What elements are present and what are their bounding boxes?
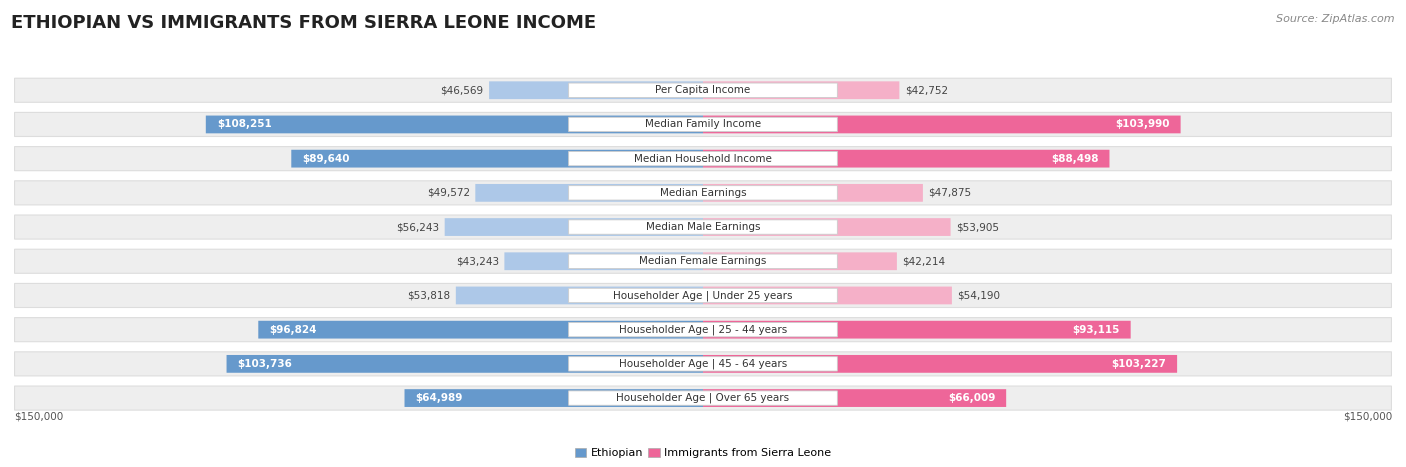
FancyBboxPatch shape	[703, 115, 1181, 134]
Text: Source: ZipAtlas.com: Source: ZipAtlas.com	[1277, 14, 1395, 24]
Text: Per Capita Income: Per Capita Income	[655, 85, 751, 95]
FancyBboxPatch shape	[703, 355, 1177, 373]
Text: Householder Age | Under 25 years: Householder Age | Under 25 years	[613, 290, 793, 301]
FancyBboxPatch shape	[703, 287, 952, 304]
FancyBboxPatch shape	[14, 283, 1392, 307]
FancyBboxPatch shape	[568, 391, 838, 405]
Text: $108,251: $108,251	[217, 120, 271, 129]
FancyBboxPatch shape	[489, 81, 703, 99]
Text: Householder Age | Over 65 years: Householder Age | Over 65 years	[616, 393, 790, 403]
FancyBboxPatch shape	[14, 318, 1392, 342]
FancyBboxPatch shape	[568, 254, 838, 269]
Text: Median Family Income: Median Family Income	[645, 120, 761, 129]
Text: Median Earnings: Median Earnings	[659, 188, 747, 198]
FancyBboxPatch shape	[14, 249, 1392, 273]
Text: $46,569: $46,569	[440, 85, 484, 95]
Text: $53,818: $53,818	[408, 290, 450, 300]
FancyBboxPatch shape	[475, 184, 703, 202]
FancyBboxPatch shape	[444, 218, 703, 236]
FancyBboxPatch shape	[14, 78, 1392, 102]
Text: $42,214: $42,214	[903, 256, 945, 266]
Text: $103,736: $103,736	[238, 359, 292, 369]
FancyBboxPatch shape	[703, 389, 1007, 407]
Text: $53,905: $53,905	[956, 222, 1000, 232]
FancyBboxPatch shape	[703, 252, 897, 270]
FancyBboxPatch shape	[14, 147, 1392, 170]
Text: Median Female Earnings: Median Female Earnings	[640, 256, 766, 266]
Text: $93,115: $93,115	[1073, 325, 1119, 335]
Text: $42,752: $42,752	[905, 85, 948, 95]
Text: $56,243: $56,243	[396, 222, 439, 232]
Text: $150,000: $150,000	[1343, 412, 1392, 422]
FancyBboxPatch shape	[405, 389, 703, 407]
Text: $47,875: $47,875	[928, 188, 972, 198]
FancyBboxPatch shape	[703, 150, 1109, 168]
FancyBboxPatch shape	[568, 83, 838, 98]
Text: $88,498: $88,498	[1050, 154, 1098, 163]
Text: $150,000: $150,000	[14, 412, 63, 422]
Text: $66,009: $66,009	[948, 393, 995, 403]
FancyBboxPatch shape	[291, 150, 703, 168]
FancyBboxPatch shape	[14, 181, 1392, 205]
Text: $89,640: $89,640	[302, 154, 350, 163]
FancyBboxPatch shape	[14, 386, 1392, 410]
FancyBboxPatch shape	[568, 357, 838, 371]
FancyBboxPatch shape	[456, 287, 703, 304]
Legend: Ethiopian, Immigrants from Sierra Leone: Ethiopian, Immigrants from Sierra Leone	[575, 448, 831, 459]
Text: Householder Age | 25 - 44 years: Householder Age | 25 - 44 years	[619, 325, 787, 335]
FancyBboxPatch shape	[14, 352, 1392, 376]
FancyBboxPatch shape	[568, 186, 838, 200]
FancyBboxPatch shape	[703, 321, 1130, 339]
FancyBboxPatch shape	[568, 323, 838, 337]
FancyBboxPatch shape	[14, 113, 1392, 136]
FancyBboxPatch shape	[703, 81, 900, 99]
FancyBboxPatch shape	[14, 215, 1392, 239]
FancyBboxPatch shape	[205, 115, 703, 134]
FancyBboxPatch shape	[568, 220, 838, 234]
FancyBboxPatch shape	[568, 151, 838, 166]
FancyBboxPatch shape	[259, 321, 703, 339]
Text: $103,990: $103,990	[1115, 120, 1170, 129]
FancyBboxPatch shape	[703, 218, 950, 236]
FancyBboxPatch shape	[703, 184, 922, 202]
Text: $103,227: $103,227	[1111, 359, 1166, 369]
Text: $64,989: $64,989	[416, 393, 463, 403]
FancyBboxPatch shape	[568, 288, 838, 303]
Text: $96,824: $96,824	[270, 325, 316, 335]
Text: Median Male Earnings: Median Male Earnings	[645, 222, 761, 232]
FancyBboxPatch shape	[505, 252, 703, 270]
Text: $49,572: $49,572	[426, 188, 470, 198]
Text: ETHIOPIAN VS IMMIGRANTS FROM SIERRA LEONE INCOME: ETHIOPIAN VS IMMIGRANTS FROM SIERRA LEON…	[11, 14, 596, 32]
FancyBboxPatch shape	[568, 117, 838, 132]
Text: $43,243: $43,243	[456, 256, 499, 266]
Text: Median Household Income: Median Household Income	[634, 154, 772, 163]
FancyBboxPatch shape	[226, 355, 703, 373]
Text: Householder Age | 45 - 64 years: Householder Age | 45 - 64 years	[619, 359, 787, 369]
Text: $54,190: $54,190	[957, 290, 1001, 300]
